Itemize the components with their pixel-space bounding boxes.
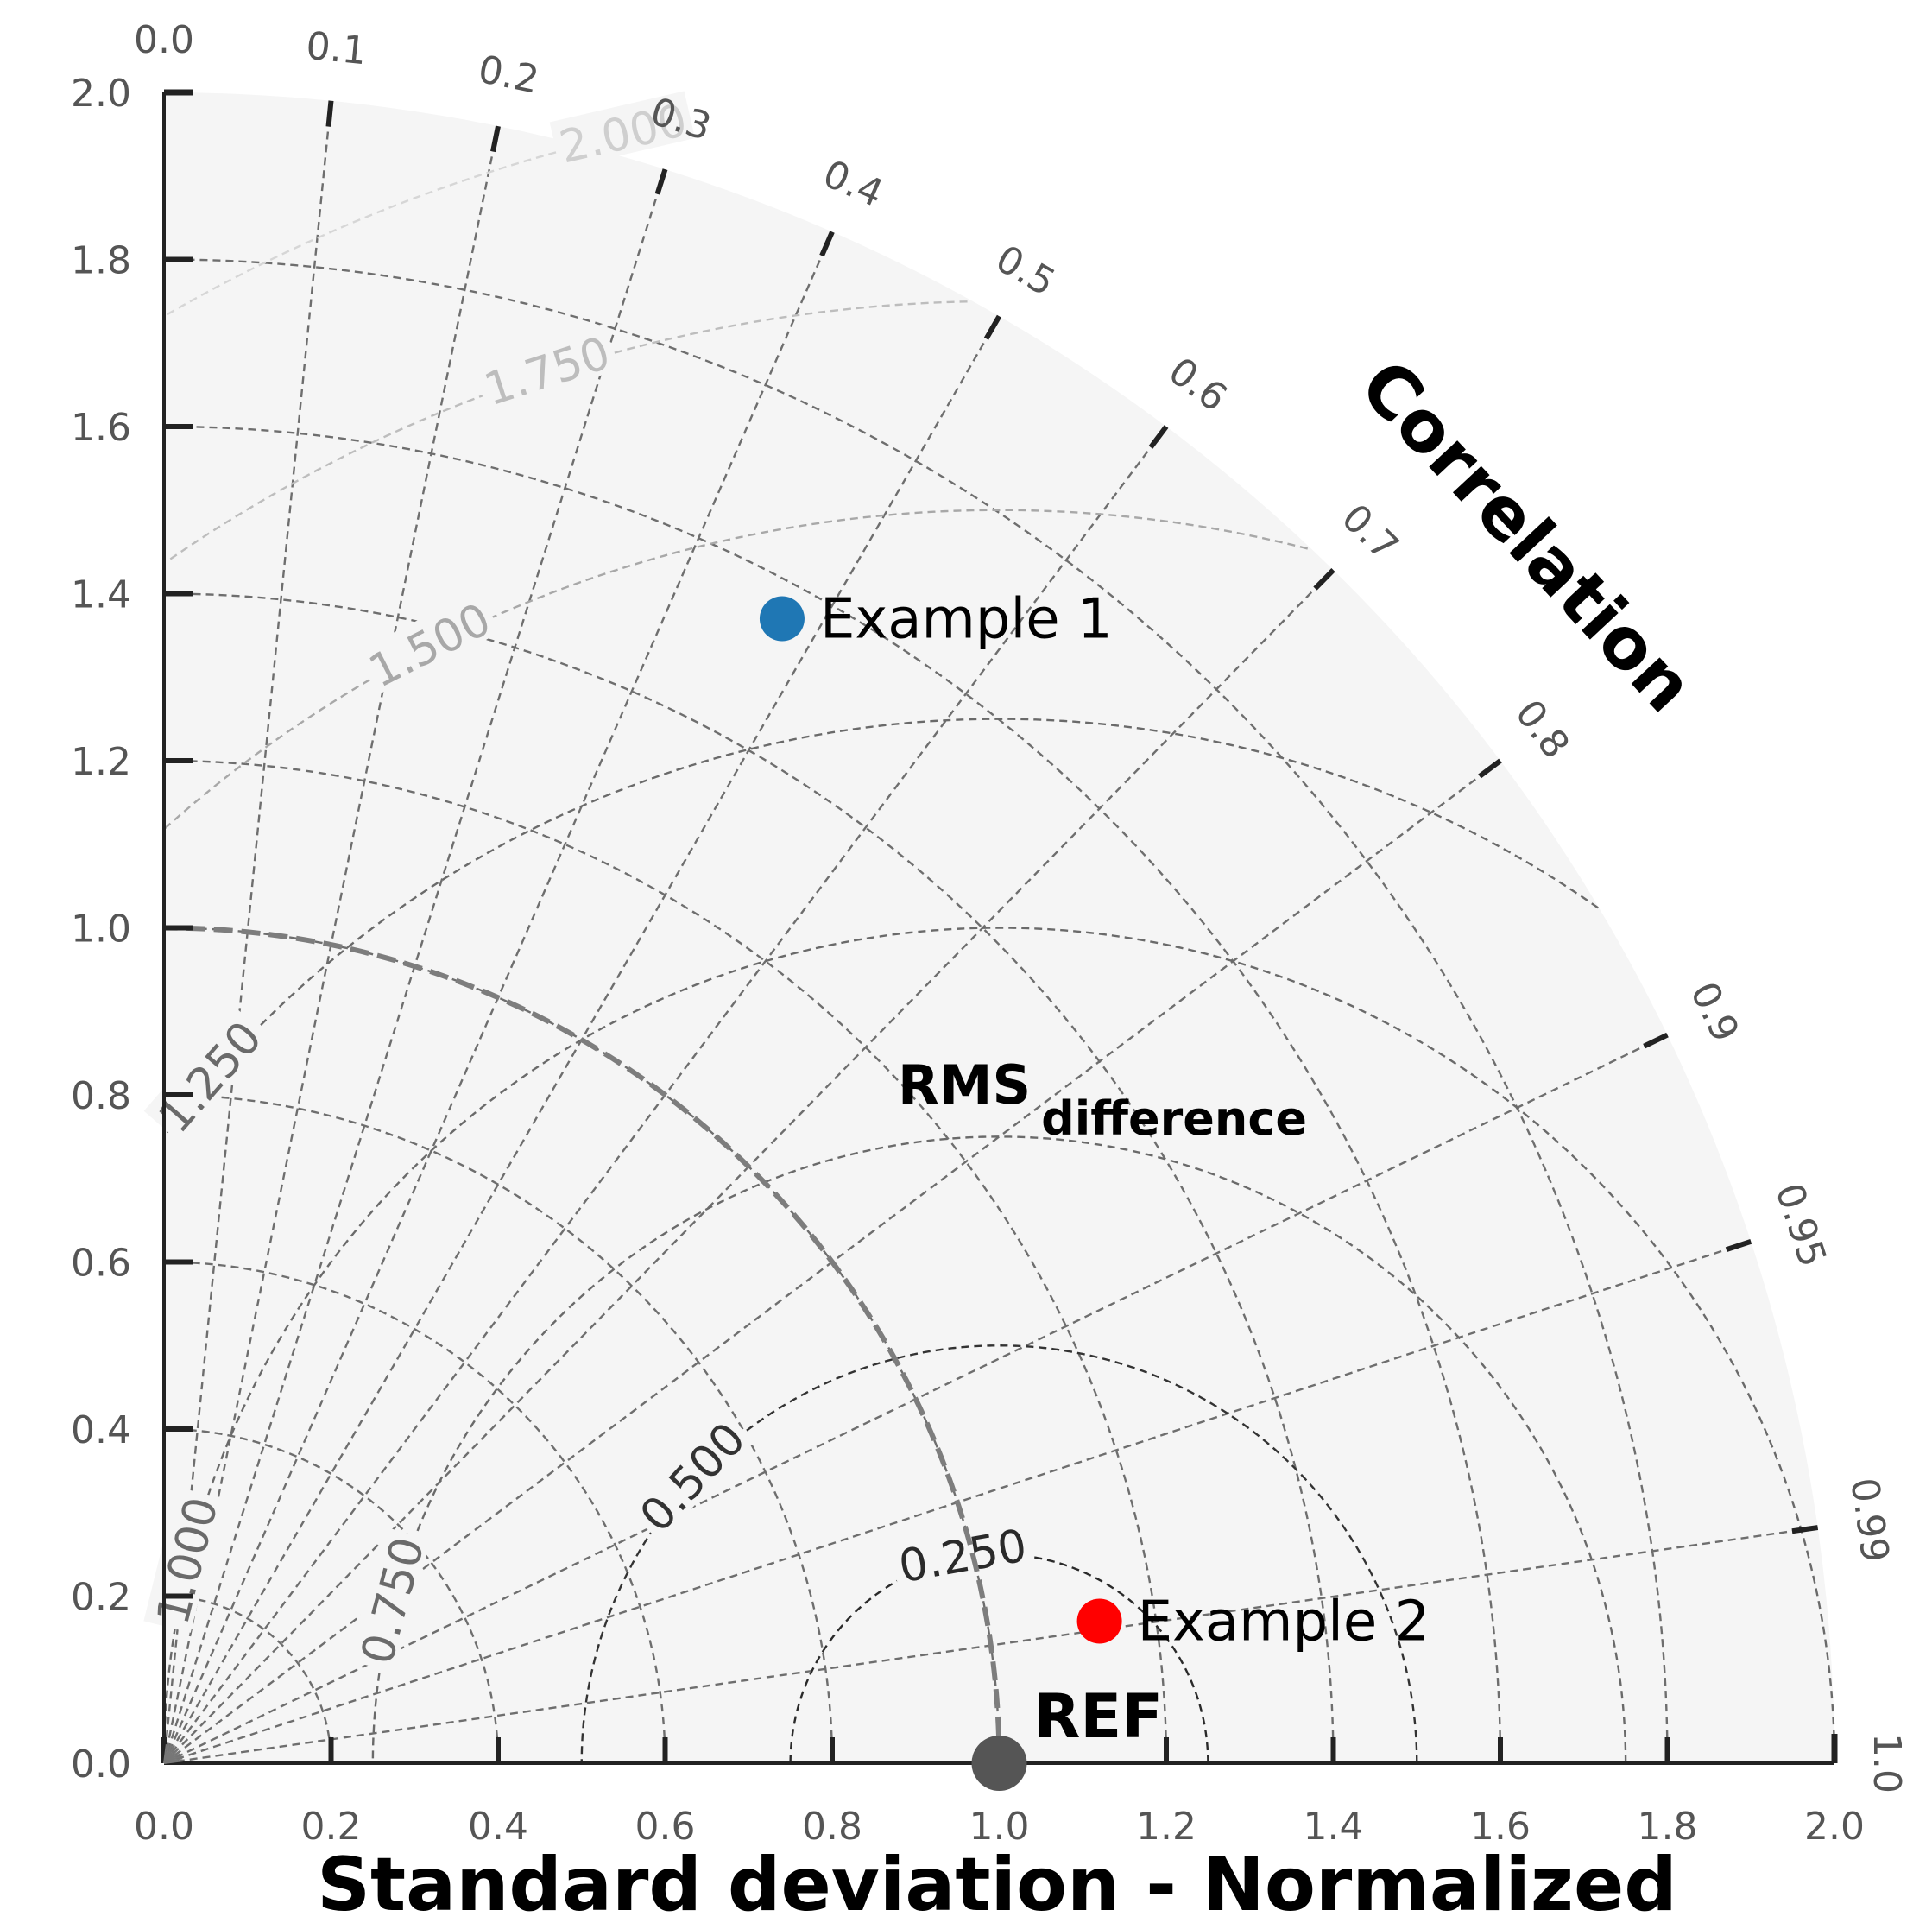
correlation-tick-label: 0.2 xyxy=(475,47,543,103)
x-tick-label: 0.8 xyxy=(802,1805,862,1849)
correlation-tick xyxy=(1478,758,1502,779)
x-tick-label: 1.8 xyxy=(1638,1805,1698,1849)
rms-contour xyxy=(580,1344,1418,1764)
correlation-tick xyxy=(1725,1238,1752,1253)
std-grid-arc xyxy=(163,1427,500,1764)
reference-label: REF xyxy=(1034,1681,1164,1752)
x-tick-label: 1.4 xyxy=(1304,1805,1364,1849)
correlation-tick xyxy=(325,100,334,127)
data-point xyxy=(759,596,805,642)
x-tick-label: 0.2 xyxy=(301,1805,362,1849)
correlation-tick-label: 0.99 xyxy=(1841,1475,1897,1565)
correlation-tick-label: 0.4 xyxy=(817,152,890,217)
std-grid-arc xyxy=(163,1093,834,1764)
correlation-tick-label: 0.9 xyxy=(1682,976,1747,1049)
y-tick-label: 1.8 xyxy=(71,239,131,283)
std-grid-arc xyxy=(163,425,1502,1764)
std-grid-arc xyxy=(163,1595,332,1764)
x-tick-label: 2.0 xyxy=(1804,1805,1865,1849)
correlation-tick xyxy=(1643,1032,1669,1049)
rms-contour xyxy=(163,144,582,318)
y-tick-label: 0.2 xyxy=(71,1576,131,1620)
std-grid-arc xyxy=(163,759,1168,1764)
correlation-tick-label: 0.0 xyxy=(134,18,194,62)
y-tick-label: 1.4 xyxy=(71,573,131,617)
rms-label-backdrop xyxy=(348,1527,431,1673)
rms-contour xyxy=(164,718,1599,1135)
rms-label-backdrop xyxy=(143,1006,271,1143)
rms-label-backdrop xyxy=(355,589,501,695)
rms-label-backdrop xyxy=(889,1516,1035,1589)
x-axis-title: Standard deviation - Normalized xyxy=(317,1842,1677,1928)
correlation-tick xyxy=(1148,425,1169,449)
correlation-tick xyxy=(1313,568,1335,591)
y-tick-label: 1.0 xyxy=(71,908,131,952)
rms-title-main: RMS xyxy=(898,1053,1031,1116)
rms-contour xyxy=(164,509,1309,830)
y-tick-label: 0.8 xyxy=(71,1074,131,1118)
data-point-label: Example 2 xyxy=(1138,1591,1430,1654)
std-grid-arc xyxy=(163,258,1669,1764)
x-tick-label: 0.4 xyxy=(468,1805,528,1849)
rms-label-backdrop xyxy=(472,323,620,413)
correlation-tick-label: 0.1 xyxy=(304,24,369,74)
correlation-tick xyxy=(490,125,501,153)
y-tick-label: 1.6 xyxy=(71,406,131,450)
data-point-label: Example 1 xyxy=(820,588,1113,652)
reference-point xyxy=(971,1736,1027,1791)
rms-label-backdrop xyxy=(549,91,696,170)
data-point xyxy=(1076,1598,1122,1644)
x-tick-label: 1.2 xyxy=(1136,1805,1196,1849)
reference-std-arc xyxy=(163,925,1002,1764)
std-grid-arc xyxy=(163,1261,666,1764)
x-tick-label: 1.6 xyxy=(1470,1805,1531,1849)
correlation-tick xyxy=(654,168,668,195)
correlation-tick-label: 0.5 xyxy=(988,237,1063,305)
correlation-tick-label: 0.6 xyxy=(1160,349,1235,421)
correlation-tick-label: 0.8 xyxy=(1506,692,1578,767)
correlation-tick xyxy=(983,314,1002,340)
correlation-tick-label: 1.0 xyxy=(1865,1733,1909,1793)
x-tick-label: 0.0 xyxy=(134,1805,194,1849)
correlation-tick-label: 0.7 xyxy=(1333,496,1407,569)
rms-contour xyxy=(162,927,1836,1764)
rms-contour xyxy=(371,1135,1627,1764)
rms-difference-title: RMSdifference xyxy=(898,1053,1307,1146)
origin-fan-line xyxy=(163,1744,167,1764)
y-tick-label: 0.4 xyxy=(71,1408,131,1452)
y-tick-label: 0.6 xyxy=(71,1242,131,1286)
correlation-tick xyxy=(819,231,835,257)
correlation-tick-label: 0.95 xyxy=(1766,1178,1834,1272)
y-tick-label: 2.0 xyxy=(71,72,131,116)
y-tick-label: 1.2 xyxy=(71,740,131,784)
rms-label-backdrop xyxy=(625,1407,755,1542)
x-tick-label: 1.0 xyxy=(969,1805,1030,1849)
rms-title-sub: difference xyxy=(1041,1091,1307,1146)
marks-layer: REF Example 1 Example 2 xyxy=(759,588,1430,1791)
correlation-tick xyxy=(1791,1525,1819,1534)
y-tick-label: 0.0 xyxy=(71,1742,131,1787)
x-tick-label: 0.6 xyxy=(635,1805,696,1849)
